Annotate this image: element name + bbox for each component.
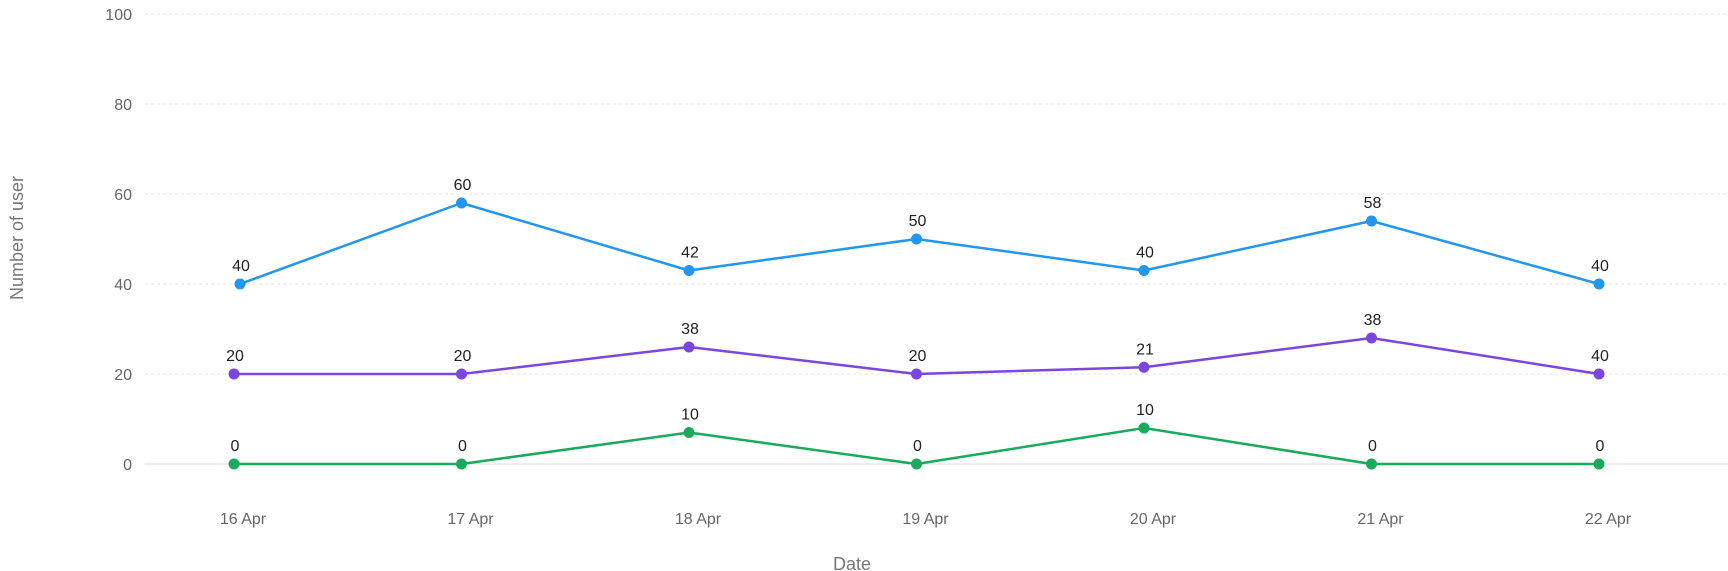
data-label: 40 [1136,245,1154,262]
data-point [1366,332,1377,344]
data-point [228,458,240,470]
y-axis-title: Number of user [7,176,27,300]
data-label: 20 [454,348,472,365]
data-point [911,368,922,380]
data-label: 10 [1136,402,1154,419]
data-label: 40 [232,258,250,275]
data-label: 38 [681,321,699,338]
data-point [911,458,922,470]
data-labels: 40 60 42 50 40 58 40 20 20 38 20 21 38 40 0 0 10 0 10 0 0 [226,177,1609,455]
data-point [1138,361,1150,373]
data-label: 38 [1364,312,1382,329]
y-tick-label: 20 [114,367,132,384]
data-label: 0 [913,438,922,455]
data-point [683,341,695,353]
data-point [1366,458,1377,470]
y-axis-ticks: 0 20 40 60 80 100 [105,7,132,474]
data-label: 20 [226,348,244,365]
data-point [456,197,467,209]
data-point [234,278,246,290]
data-point [456,368,467,380]
data-label: 10 [681,407,699,424]
data-label: 40 [1591,258,1609,275]
data-label: 20 [909,348,927,365]
y-tick-label: 40 [114,277,132,294]
x-axis-ticks: 16 Apr 17 Apr 18 Apr 19 Apr 20 Apr 21 Apr 22 A… [220,511,1632,528]
data-label: 0 [1596,438,1605,455]
data-point [1593,278,1605,290]
data-point [1366,215,1377,227]
y-tick-label: 80 [114,97,132,114]
data-label: 21 [1136,341,1154,358]
data-point [1138,265,1150,276]
data-point [1593,458,1605,470]
grid [145,13,1728,465]
y-tick-label: 0 [123,457,132,474]
series-group [228,197,1605,470]
x-tick-label: 19 Apr [902,511,949,528]
data-label: 40 [1591,348,1609,365]
x-tick-label: 17 Apr [447,511,494,528]
data-point [1593,368,1605,380]
data-point [683,265,695,276]
data-point [228,368,240,380]
data-point [683,427,695,438]
x-tick-label: 22 Apr [1585,511,1632,528]
data-label: 60 [454,177,472,194]
data-label: 0 [458,438,467,455]
data-point [456,458,467,470]
x-tick-label: 18 Apr [675,511,722,528]
data-label: 0 [231,438,240,455]
data-label: 50 [909,213,927,230]
x-tick-label: 20 Apr [1130,511,1177,528]
data-label: 58 [1364,195,1382,212]
data-label: 42 [681,245,699,262]
data-point [1138,422,1150,434]
data-label: 0 [1368,438,1377,455]
x-tick-label: 16 Apr [220,511,267,528]
x-axis-title: Date [833,554,871,571]
data-point [911,233,922,245]
y-tick-label: 100 [105,7,132,24]
y-tick-label: 60 [114,187,132,204]
x-tick-label: 21 Apr [1357,511,1404,528]
